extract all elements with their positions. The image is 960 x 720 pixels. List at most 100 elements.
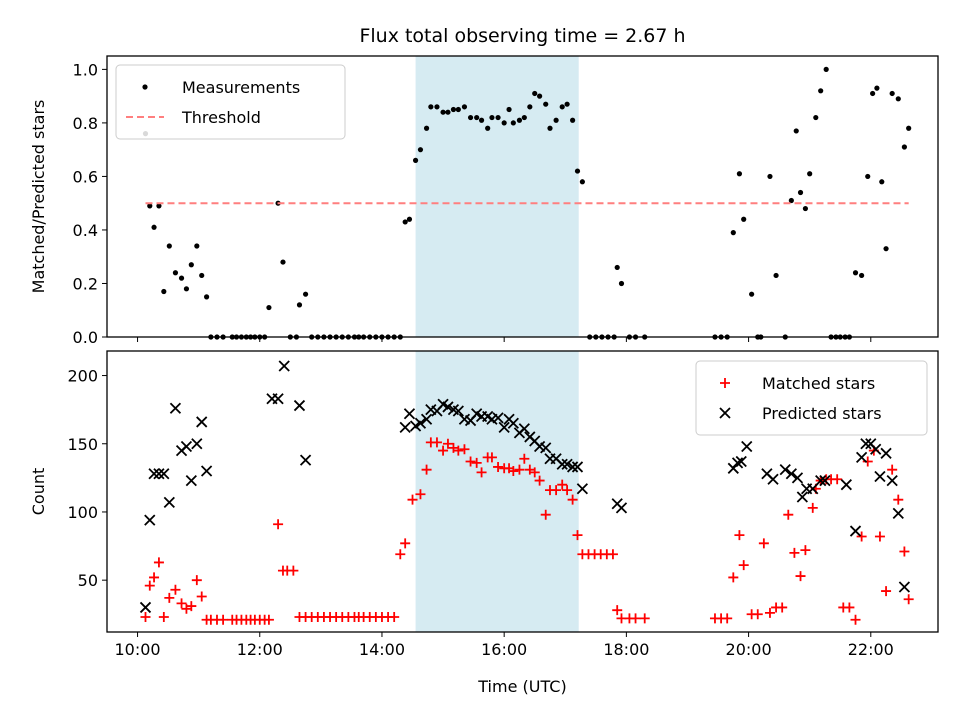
measurements-point xyxy=(527,104,533,110)
matched-stars-point xyxy=(862,456,873,467)
x-tick-label: 16:00 xyxy=(481,640,527,659)
count-axes-frame xyxy=(106,350,939,633)
matched-stars-point xyxy=(153,557,164,568)
matched-stars-point xyxy=(758,538,769,549)
x-tick-label: 14:00 xyxy=(359,640,405,659)
measurements-point xyxy=(501,120,507,126)
measurements-point xyxy=(489,114,495,121)
matched-stars-point xyxy=(874,531,885,542)
x-tick-label: 20:00 xyxy=(726,640,772,659)
measurements-point xyxy=(280,259,286,265)
measurements-point xyxy=(516,117,523,123)
predicted-stars-point xyxy=(874,470,886,483)
x-tick-label: 10:00 xyxy=(114,640,160,659)
observing-window-span xyxy=(415,351,579,632)
predicted-stars-point xyxy=(615,502,628,514)
predicted-stars-point xyxy=(414,417,427,429)
matched-stars-point xyxy=(407,494,418,505)
x-tick-label: 12:00 xyxy=(237,640,283,659)
matched-stars-point xyxy=(263,614,274,625)
measurements-point xyxy=(579,179,585,185)
x-tick-label: 22:00 xyxy=(848,640,894,659)
matched-stars-point xyxy=(453,445,464,456)
measurements-point xyxy=(852,270,859,276)
measurements-point xyxy=(614,264,620,271)
matched-stars-point xyxy=(170,584,181,595)
measurements-point xyxy=(194,243,200,249)
predicted-stars-point xyxy=(566,461,579,473)
matched-stars-point xyxy=(186,601,197,612)
matched-stars-point xyxy=(728,572,739,583)
measurements-point xyxy=(434,104,440,110)
matched-stars-point xyxy=(752,609,763,620)
matched-stars-point xyxy=(557,479,568,490)
measurements-point xyxy=(203,294,210,300)
matched-stars-legend-handle xyxy=(720,378,730,388)
measurements-point xyxy=(151,224,157,230)
measurements-point xyxy=(172,270,179,276)
ratio-y-axis-label: Matched/Predicted stars xyxy=(29,100,48,294)
measurements-point xyxy=(440,109,446,115)
predicted-stars-point xyxy=(153,468,165,480)
measurements-point xyxy=(521,114,527,121)
ratio-y-ticks: 0.0 0.2 0.4 0.6 0.8 1.0 xyxy=(73,60,107,347)
predicted-stars-point xyxy=(571,461,584,473)
measurements-point xyxy=(741,216,747,222)
predicted-stars-point xyxy=(898,581,911,593)
matched-stars-point xyxy=(191,575,202,586)
predicted-stars-point xyxy=(735,455,747,468)
measurements-point xyxy=(773,272,779,279)
measurements-point xyxy=(865,173,871,180)
matched-stars-point xyxy=(572,530,583,541)
measurements-point xyxy=(883,246,889,252)
matched-stars-point xyxy=(508,466,519,477)
observing-window-span xyxy=(415,56,579,337)
predicted-stars-point xyxy=(293,399,306,412)
matched-stars-point xyxy=(438,445,449,456)
matched-stars-point xyxy=(534,475,545,486)
matched-stars-point xyxy=(164,592,175,603)
predicted-stars-point xyxy=(791,472,804,484)
matched-stars-point xyxy=(639,613,650,624)
chart-title: Flux total observing time = 2.67 h xyxy=(359,25,685,47)
legend-box xyxy=(115,64,346,140)
measurements-point xyxy=(478,117,485,123)
measurements-point xyxy=(547,125,553,131)
matched-stars-point xyxy=(514,464,525,475)
matched-stars-point xyxy=(881,586,892,597)
predicted-stars-point xyxy=(819,474,831,487)
y-tick-label: 0.4 xyxy=(73,221,98,240)
matched-stars-point xyxy=(389,611,400,622)
predicted-stars-legend-label: Predicted stars xyxy=(762,404,882,423)
measurements-point xyxy=(485,125,491,131)
predicted-stars-point xyxy=(399,421,411,434)
matched-stars-point xyxy=(273,519,284,530)
measurements-point xyxy=(402,219,408,225)
predicted-stars-point xyxy=(200,465,213,477)
count-y-ticks: 50 100 150 200 xyxy=(67,367,107,590)
predicted-stars-point xyxy=(840,479,852,491)
measurements-point xyxy=(767,173,773,180)
measurements-point xyxy=(166,243,172,249)
measurements-point xyxy=(428,104,434,110)
measurements-point xyxy=(455,106,461,113)
predicted-stars-point xyxy=(540,442,552,454)
matched-stars-point xyxy=(764,607,775,618)
measurements-point xyxy=(161,288,167,295)
measurements-point xyxy=(618,280,625,287)
predicted-stars-point xyxy=(148,468,160,480)
matched-stars-point xyxy=(196,591,207,602)
matched-stars-legend-label: Matched stars xyxy=(762,374,875,393)
matched-stars-point xyxy=(149,572,160,583)
y-tick-label: 0.0 xyxy=(73,328,98,347)
predicted-stars-point xyxy=(855,451,868,464)
predicted-stars-point xyxy=(767,473,779,485)
measurements-point xyxy=(147,203,153,209)
legend-box xyxy=(695,360,928,436)
predicted-stars-point xyxy=(272,393,284,405)
measurements-point xyxy=(879,179,885,185)
count-plot-marks xyxy=(139,360,914,625)
matched-stars-point xyxy=(540,509,551,520)
measurements-point xyxy=(302,291,309,297)
matched-stars-point xyxy=(158,611,169,622)
